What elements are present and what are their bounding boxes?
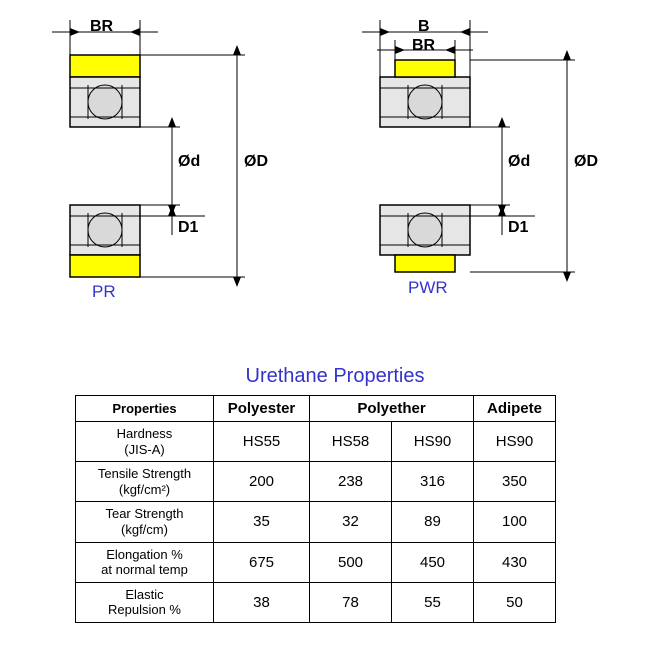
cell-polyester: 35 bbox=[214, 502, 310, 542]
pr-label: PR bbox=[92, 282, 116, 302]
table-row: Hardness (JIS-A)HS55HS58HS90HS90 bbox=[76, 422, 556, 462]
cell-polyester: 200 bbox=[214, 462, 310, 502]
table-row: Tensile Strength (kgf/cm²)200238316350 bbox=[76, 462, 556, 502]
header-properties: Properties bbox=[76, 396, 214, 422]
cell-adipete: 100 bbox=[474, 502, 556, 542]
cell-polyether-2: HS90 bbox=[392, 422, 474, 462]
diagram-area: BR Ød D1 ØD PR bbox=[30, 20, 640, 300]
cell-polyether-1: 78 bbox=[310, 582, 392, 622]
cell-property: Tensile Strength (kgf/cm²) bbox=[76, 462, 214, 502]
pr-dim-d: Ød bbox=[178, 153, 200, 171]
pr-dim-d1: D1 bbox=[178, 219, 198, 237]
table-row: Elastic Repulsion %38785550 bbox=[76, 582, 556, 622]
cell-polyether-2: 450 bbox=[392, 542, 474, 582]
cell-polyether-2: 89 bbox=[392, 502, 474, 542]
header-adipete: Adipete bbox=[474, 396, 556, 422]
cell-polyether-1: 500 bbox=[310, 542, 392, 582]
pwr-dim-b: B bbox=[418, 18, 430, 36]
cell-adipete: 430 bbox=[474, 542, 556, 582]
pr-dim-br: BR bbox=[90, 18, 113, 36]
table-header-row: Properties Polyester Polyether Adipete bbox=[76, 396, 556, 422]
header-polyester: Polyester bbox=[214, 396, 310, 422]
cell-adipete: HS90 bbox=[474, 422, 556, 462]
table-row: Tear Strength (kgf/cm)353289100 bbox=[76, 502, 556, 542]
table-title: Urethane Properties bbox=[0, 365, 670, 388]
cell-polyether-1: 238 bbox=[310, 462, 392, 502]
table-row: Elongation % at normal temp675500450430 bbox=[76, 542, 556, 582]
cell-polyether-1: HS58 bbox=[310, 422, 392, 462]
pwr-dim-od: ØD bbox=[574, 153, 598, 171]
cell-property: Tear Strength (kgf/cm) bbox=[76, 502, 214, 542]
pr-dim-od: ØD bbox=[244, 153, 268, 171]
cell-polyester: 38 bbox=[214, 582, 310, 622]
cell-polyester: HS55 bbox=[214, 422, 310, 462]
cell-polyether-1: 32 bbox=[310, 502, 392, 542]
pwr-dim-d1: D1 bbox=[508, 219, 528, 237]
pwr-dim-d: Ød bbox=[508, 153, 530, 171]
cell-property: Elongation % at normal temp bbox=[76, 542, 214, 582]
cell-polyether-2: 316 bbox=[392, 462, 474, 502]
table-body: Hardness (JIS-A)HS55HS58HS90HS90Tensile … bbox=[76, 422, 556, 623]
cell-property: Elastic Repulsion % bbox=[76, 582, 214, 622]
pwr-dim-br: BR bbox=[412, 37, 435, 55]
cell-polyester: 675 bbox=[214, 542, 310, 582]
pwr-label: PWR bbox=[408, 278, 448, 298]
header-polyether: Polyether bbox=[310, 396, 474, 422]
cell-adipete: 50 bbox=[474, 582, 556, 622]
cell-property: Hardness (JIS-A) bbox=[76, 422, 214, 462]
cell-polyether-2: 55 bbox=[392, 582, 474, 622]
properties-table: Properties Polyester Polyether Adipete H… bbox=[75, 395, 556, 623]
cell-adipete: 350 bbox=[474, 462, 556, 502]
